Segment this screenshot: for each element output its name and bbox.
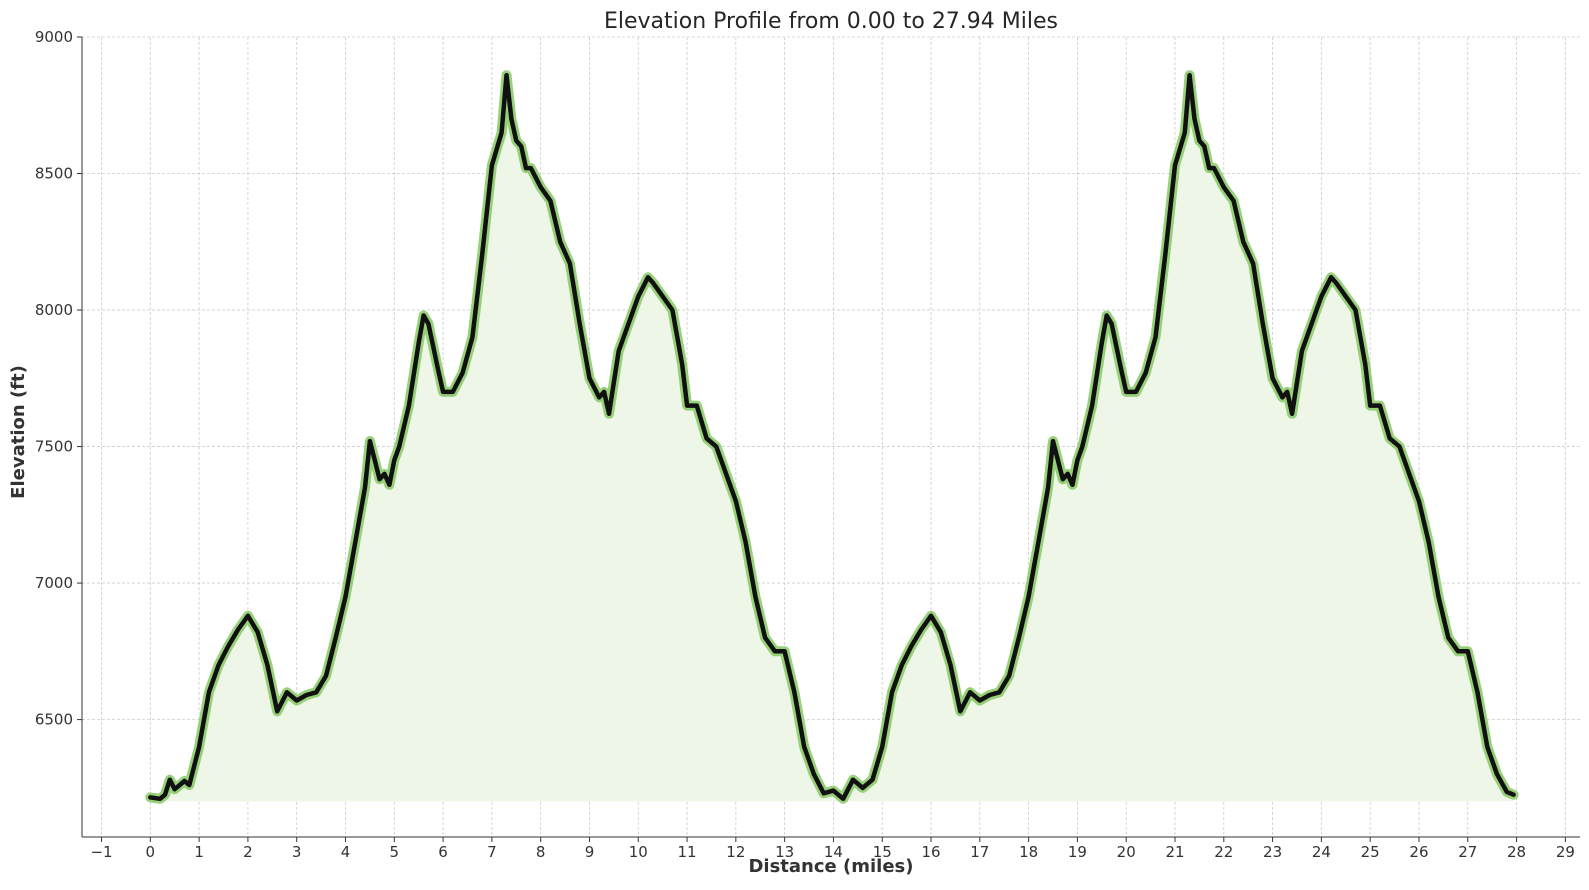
y-tick-label: 8500 <box>35 165 73 183</box>
x-tick-label: 27 <box>1458 843 1477 861</box>
y-axis-label: Elevation (ft) <box>8 365 29 499</box>
x-tick-label: 13 <box>775 843 794 861</box>
chart-title: Elevation Profile from 0.00 to 27.94 Mil… <box>604 9 1058 34</box>
y-tick-label: 7000 <box>35 574 73 592</box>
x-tick-label: 12 <box>726 843 745 861</box>
x-tick-label: 25 <box>1361 843 1380 861</box>
x-tick-label: 20 <box>1117 843 1136 861</box>
x-tick-label: 18 <box>1019 843 1038 861</box>
x-tick-label: 9 <box>585 843 595 861</box>
x-axis-label: Distance (miles) <box>748 856 913 877</box>
x-tick-label: 1 <box>194 843 204 861</box>
x-tick-label: 4 <box>341 843 351 861</box>
x-tick-label: 22 <box>1214 843 1233 861</box>
x-tick-label: −1 <box>90 843 112 861</box>
x-tick-label: 0 <box>146 843 156 861</box>
y-tick-label: 7500 <box>35 438 73 456</box>
x-tick-label: 15 <box>873 843 892 861</box>
x-axis-ticks: −1 0 1 2 3 4 5 6 7 8 9 10 11 12 13 14 15 16 17 18 19 20 21 22 23… <box>90 837 1575 861</box>
x-tick-label: 24 <box>1312 843 1331 861</box>
x-tick-label: 5 <box>390 843 400 861</box>
x-tick-label: 11 <box>678 843 697 861</box>
x-tick-label: 6 <box>438 843 448 861</box>
x-tick-label: 7 <box>487 843 497 861</box>
x-tick-label: 3 <box>292 843 302 861</box>
x-tick-label: 26 <box>1409 843 1428 861</box>
x-tick-label: 23 <box>1263 843 1282 861</box>
y-tick-label: 9000 <box>35 28 73 46</box>
x-tick-label: 28 <box>1507 843 1526 861</box>
elevation-area-fill <box>150 75 1514 802</box>
elevation-line <box>148 72 1516 802</box>
y-axis-ticks: 6500 7000 7500 8000 8500 9000 <box>35 28 82 729</box>
x-tick-label: 19 <box>1068 843 1087 861</box>
y-tick-label: 8000 <box>35 301 73 319</box>
x-tick-label: 29 <box>1556 843 1575 861</box>
x-tick-label: 14 <box>824 843 843 861</box>
x-tick-label: 2 <box>243 843 253 861</box>
y-tick-label: 6500 <box>35 711 73 729</box>
x-tick-label: 17 <box>970 843 989 861</box>
x-tick-label: 16 <box>921 843 940 861</box>
x-tick-label: 8 <box>536 843 546 861</box>
x-tick-label: 21 <box>1165 843 1184 861</box>
x-tick-label: 10 <box>629 843 648 861</box>
